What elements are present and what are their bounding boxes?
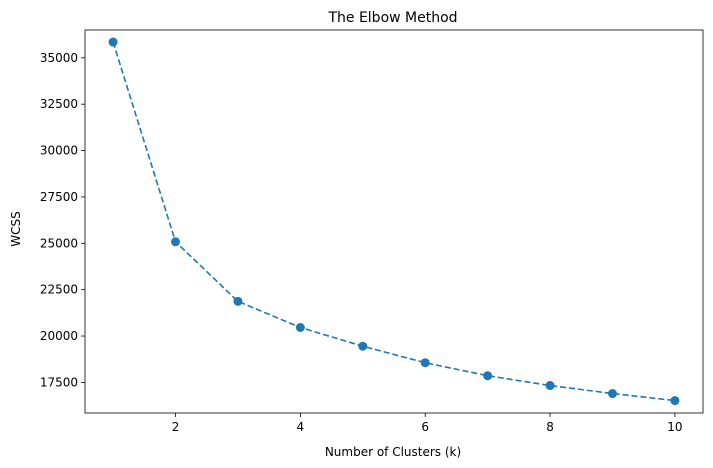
data-point: [108, 37, 118, 47]
data-point: [358, 341, 368, 351]
x-tick-label: 10: [667, 420, 682, 434]
data-point: [483, 371, 493, 381]
y-tick-label: 27500: [40, 190, 78, 204]
y-tick-label: 25000: [40, 236, 78, 250]
data-point: [233, 296, 243, 306]
x-tick-label: 2: [172, 420, 180, 434]
data-point: [607, 389, 617, 399]
axes-frame: [84, 29, 704, 414]
x-tick-label: 4: [297, 420, 305, 434]
plot-area: 2 4 6 8 10 17500 20000 22500 25000 27500 30000 3250…: [40, 29, 704, 434]
y-tick-label: 32500: [40, 97, 78, 111]
y-tick-label: 30000: [40, 144, 78, 158]
x-tick-label: 8: [546, 420, 554, 434]
x-tick-label: 6: [421, 420, 429, 434]
y-tick-label: 20000: [40, 329, 78, 343]
data-point: [670, 396, 680, 406]
y-tick-label: 35000: [40, 51, 78, 65]
data-point: [171, 237, 181, 247]
y-tick-label: 17500: [40, 375, 78, 389]
series-line: [112, 41, 675, 402]
y-axis-label: WCSS: [9, 211, 23, 246]
data-point: [420, 358, 430, 368]
chart-title: The Elbow Method: [327, 10, 457, 26]
y-tick-label: 22500: [40, 283, 78, 297]
x-axis-label: Number of Clusters (k): [325, 445, 461, 459]
data-point: [545, 381, 555, 391]
data-point: [295, 322, 305, 332]
